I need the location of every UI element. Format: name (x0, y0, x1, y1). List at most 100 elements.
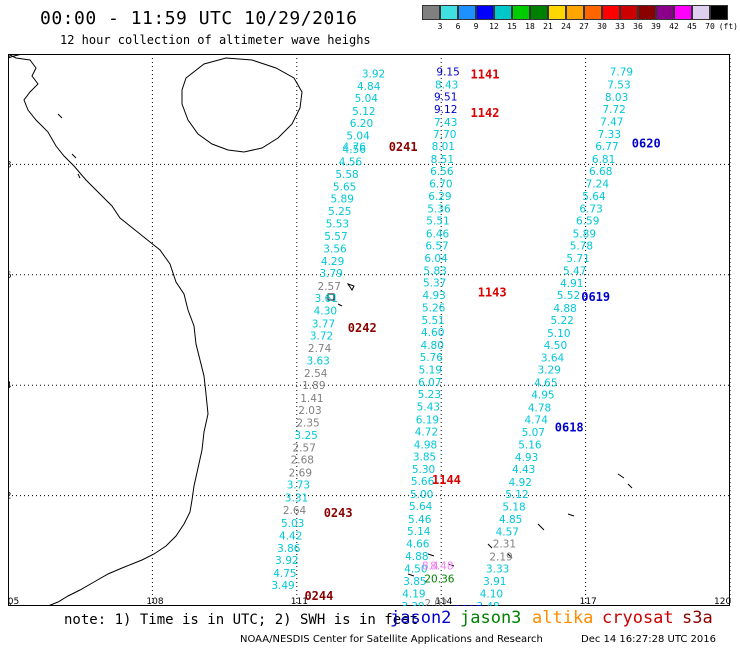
vietnam-coast (8, 54, 209, 606)
wave-height-reading: 3.91 (483, 576, 506, 588)
pass-time-label: 1141 (471, 67, 500, 81)
wave-height-reading: 5.12 (352, 106, 375, 118)
lon-tick-label: 111 (291, 597, 308, 606)
legend-swatch (440, 5, 458, 20)
legend-tick-label: 21 (543, 22, 553, 31)
pass-time-label: 0244 (304, 589, 333, 603)
legend-tick-label: 70 (705, 22, 715, 31)
wave-height-reading: 3.77 (312, 318, 335, 330)
wave-height-reading: 20.36 (424, 573, 454, 585)
legend-swatch (566, 5, 584, 20)
wave-height-reading: 5.47 (563, 265, 586, 277)
wave-height-reading: 4.50 (544, 340, 567, 352)
lat-tick-label: 12 (8, 492, 11, 502)
wave-height-reading: 4.80 (421, 340, 444, 352)
generated-timestamp: Dec 14 16:27:28 UTC 2016 (581, 634, 716, 645)
paracel-islands (327, 283, 355, 307)
wave-height-reading: 4.43 (512, 464, 535, 476)
wave-height-reading: 4.84 (357, 81, 381, 93)
legend-tick-label: 30 (597, 22, 607, 31)
wave-height-reading: 3.92 (275, 555, 298, 567)
wave-height-reading: 3.25 (294, 430, 317, 442)
wave-height-map: 201816141210105108111114117120 3.924.845… (8, 54, 731, 606)
wave-height-reading: 5.25 (328, 206, 351, 218)
wave-height-reading: 3.64 (541, 353, 565, 365)
legend-tick-label: 18 (525, 22, 535, 31)
wave-height-reading: 3.79 (319, 268, 342, 280)
wave-height-reading: 2.19 (489, 551, 512, 563)
legend-tick-label: 33 (615, 22, 625, 31)
wave-height-reading: 2.64 (283, 505, 307, 517)
wave-height-reading: 3.56 (323, 243, 347, 255)
wave-height-reading: 5.37 (423, 278, 446, 290)
wave-height-reading: 8.48 (430, 561, 453, 573)
legend-swatch (512, 5, 530, 20)
wave-height-reading: 4.93 (515, 452, 538, 464)
wave-height-reading: 7.70 (433, 129, 456, 141)
lat-lon-grid (8, 54, 731, 606)
legend-tick-label: 24 (561, 22, 571, 31)
wave-height-reading: 5.26 (422, 302, 446, 314)
wave-height-reading: 5.36 (427, 204, 451, 216)
legend-tick-labels: (ft) 3 6 9 12 15 18 21 24 27 30 33 36 39 42 45 70 (422, 20, 740, 34)
wave-height-reading: 5.14 (407, 526, 431, 538)
legend-tick-label: 42 (669, 22, 679, 31)
legend-tick-label: 45 (687, 22, 697, 31)
wave-height-reading: 1.89 (302, 380, 325, 392)
wave-height-reading: 4.60 (421, 327, 444, 339)
wave-height-reading: 5.83 (423, 265, 446, 277)
wave-height-reading: 3.29 (538, 365, 561, 377)
wave-height-reading: 7.33 (598, 129, 621, 141)
wave-height-reading: 4.57 (496, 526, 519, 538)
wave-height-reading: 5.89 (331, 194, 354, 206)
credit-line: NOAA/NESDIS Center for Satellite Applica… (240, 634, 543, 645)
wave-height-reading: 5.78 (570, 241, 593, 253)
legend-swatch (530, 5, 548, 20)
wave-height-reading: 6.07 (418, 377, 441, 389)
pass-time-label: 0617 (454, 603, 483, 606)
wave-height-reading: 4.93 (422, 290, 445, 302)
wave-height-reading: 5.51 (426, 216, 449, 228)
wave-height-reading: 6.56 (430, 166, 454, 178)
wave-height-reading: 5.04 (346, 131, 370, 143)
wave-height-reading: 4.50 (404, 563, 427, 575)
wave-height-reading: 5.51 (421, 315, 444, 327)
wave-height-reading: 5.89 (573, 228, 596, 240)
wave-height-reading: 5.65 (333, 181, 356, 193)
wave-height-reading: 5.12 (505, 489, 528, 501)
wave-height-reading: 4.19 (402, 588, 425, 600)
wave-height-reading: 5.66 (411, 476, 435, 488)
wave-height-reading: 7.72 (602, 104, 625, 116)
mission-label-jason3: jason3 (460, 608, 522, 628)
wave-height-reading: 2.54 (304, 368, 328, 380)
wave-height-reading: 5.57 (324, 231, 347, 243)
wave-height-reading: 3.85 (403, 576, 426, 588)
legend-swatch (422, 5, 440, 20)
legend-tick-label: 15 (507, 22, 517, 31)
wave-height-reading: 9.51 (434, 92, 457, 104)
mission-label-cryosat: cryosat (602, 608, 674, 628)
wave-height-reading: 5.76 (420, 352, 444, 364)
wave-height-reading: 6.29 (428, 191, 451, 203)
wave-height-reading: 4.56 (339, 157, 363, 169)
wave-height-reading: 5.10 (547, 328, 570, 340)
lat-tick-label: 18 (8, 160, 12, 170)
wave-height-reading: 8.01 (432, 141, 455, 153)
pass-time-label: 0243 (324, 506, 353, 520)
wave-height-reading: 4.66 (406, 539, 430, 551)
wave-height-reading: 6.73 (579, 204, 602, 216)
wave-height-reading: 5.58 (335, 169, 358, 181)
wave-height-reading: 2.57 (318, 281, 341, 293)
wave-height-reading: 6.46 (426, 228, 450, 240)
wave-height-reading: 4.56 (343, 144, 367, 156)
wave-height-reading: 3.63 (306, 355, 329, 367)
pass-time-labels: 1141 1142 0241 0620 1143 0619 0242 0618 1144 0243… (304, 67, 660, 606)
legend-swatch (656, 5, 674, 20)
wave-height-reading: 4.78 (528, 402, 551, 414)
wave-height-reading: 4.88 (553, 303, 576, 315)
wave-height-reading: 5.52 (557, 290, 580, 302)
legend-tick-label: 12 (489, 22, 499, 31)
wave-height-reading: 4.42 (279, 530, 302, 542)
legend-tick-label: 39 (651, 22, 661, 31)
pass-time-label: 0620 (632, 136, 661, 150)
